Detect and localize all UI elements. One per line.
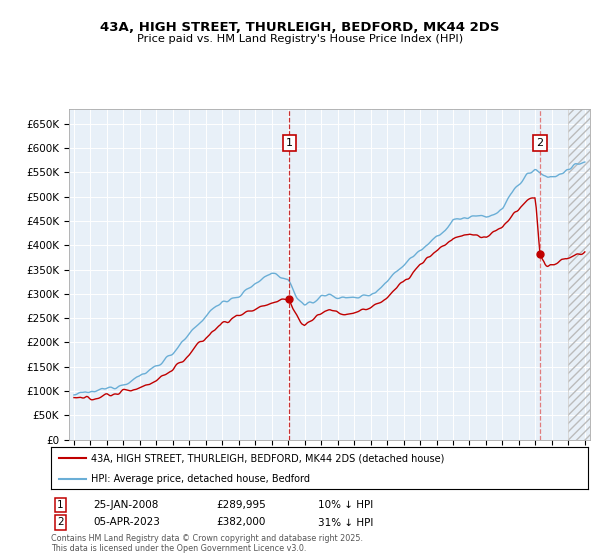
Text: 10% ↓ HPI: 10% ↓ HPI xyxy=(318,500,373,510)
Text: 2: 2 xyxy=(536,138,544,148)
Text: 05-APR-2023: 05-APR-2023 xyxy=(93,517,160,528)
Text: 2: 2 xyxy=(57,517,64,528)
Text: £382,000: £382,000 xyxy=(216,517,265,528)
Text: 43A, HIGH STREET, THURLEIGH, BEDFORD, MK44 2DS (detached house): 43A, HIGH STREET, THURLEIGH, BEDFORD, MK… xyxy=(91,453,445,463)
Text: HPI: Average price, detached house, Bedford: HPI: Average price, detached house, Bedf… xyxy=(91,474,310,484)
Text: 1: 1 xyxy=(286,138,293,148)
Text: 43A, HIGH STREET, THURLEIGH, BEDFORD, MK44 2DS: 43A, HIGH STREET, THURLEIGH, BEDFORD, MK… xyxy=(100,21,500,34)
Text: Contains HM Land Registry data © Crown copyright and database right 2025.
This d: Contains HM Land Registry data © Crown c… xyxy=(51,534,363,553)
Text: 25-JAN-2008: 25-JAN-2008 xyxy=(93,500,158,510)
Text: 31% ↓ HPI: 31% ↓ HPI xyxy=(318,517,373,528)
Text: £289,995: £289,995 xyxy=(216,500,266,510)
Text: 1: 1 xyxy=(57,500,64,510)
Text: Price paid vs. HM Land Registry's House Price Index (HPI): Price paid vs. HM Land Registry's House … xyxy=(137,34,463,44)
